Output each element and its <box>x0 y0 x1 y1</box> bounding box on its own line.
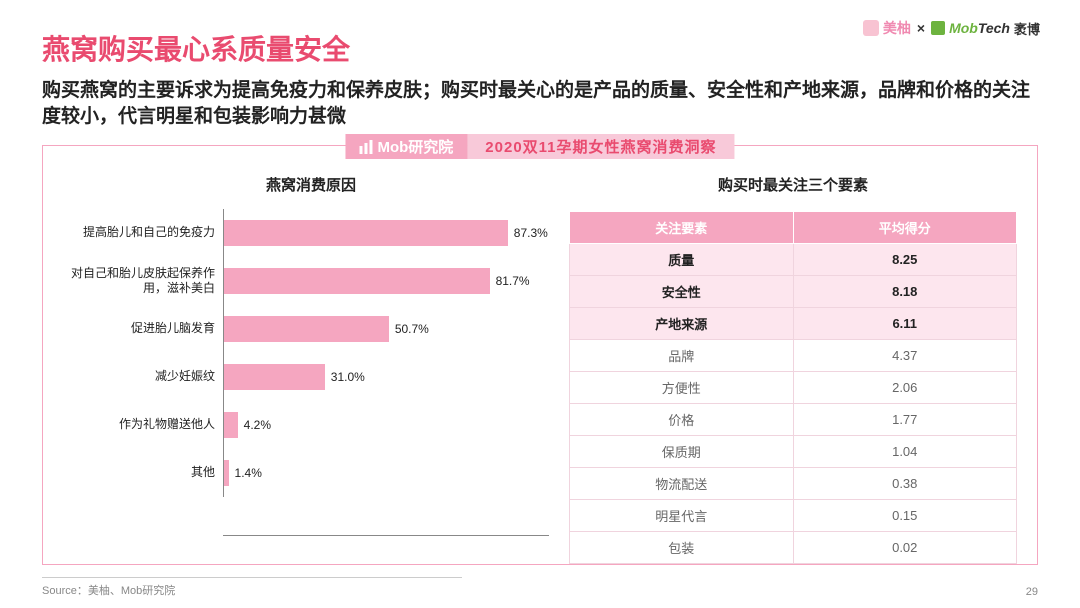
td-factor: 安全性 <box>570 276 793 308</box>
table-row: 包装0.02 <box>570 532 1017 564</box>
bar-value: 1.4% <box>235 466 262 480</box>
bar-chart-area: 提高胎儿和自己的免疫力 87.3% 对自己和胎儿皮肤起保养作用，滋补美白 81.7% 促… <box>63 209 559 544</box>
mobtech-dark: Tech <box>978 20 1010 36</box>
bar-label: 促进胎儿脑发育 <box>63 321 223 337</box>
bar-track: 50.7% <box>223 305 549 353</box>
td-score: 8.18 <box>793 276 1016 308</box>
bar-row: 其他 1.4% <box>63 449 549 497</box>
ribbon-label: Mob研究院 <box>345 134 467 159</box>
bar-value: 31.0% <box>331 370 365 384</box>
bar-value: 87.3% <box>514 226 548 240</box>
td-factor: 品牌 <box>570 340 793 372</box>
meiyou-icon <box>863 20 879 36</box>
td-score: 1.04 <box>793 436 1016 468</box>
bar-track: 87.3% <box>223 209 549 257</box>
td-score: 1.77 <box>793 404 1016 436</box>
table-row: 产地来源6.11 <box>570 308 1017 340</box>
left-chart: 燕窝消费原因 提高胎儿和自己的免疫力 87.3% 对自己和胎儿皮肤起保养作用，滋补美… <box>63 174 559 544</box>
mobtech-green: Mob <box>949 20 978 36</box>
bar-value: 50.7% <box>395 322 429 336</box>
table-row: 价格1.77 <box>570 404 1017 436</box>
bar-track: 4.2% <box>223 401 549 449</box>
td-factor: 方便性 <box>570 372 793 404</box>
td-factor: 价格 <box>570 404 793 436</box>
mobtech-cn: 袤博 <box>1014 19 1040 38</box>
bar-fill <box>224 412 238 438</box>
bar-fill <box>224 316 389 342</box>
page-title: 燕窝购买最心系质量安全 <box>0 0 1080 78</box>
td-score: 6.11 <box>793 308 1016 340</box>
logo-meiyou: 美柚 <box>863 18 911 38</box>
td-factor: 包装 <box>570 532 793 564</box>
table-row: 保质期1.04 <box>570 436 1017 468</box>
bar-label: 减少妊娠纹 <box>63 369 223 385</box>
bar-track: 31.0% <box>223 353 549 401</box>
bar-label: 对自己和胎儿皮肤起保养作用，滋补美白 <box>63 266 223 297</box>
right-table: 购买时最关注三个要素 关注要素 平均得分 质量8.25安全性8.18产地来源6.… <box>559 174 1017 544</box>
table-row: 品牌4.37 <box>570 340 1017 372</box>
table-row: 安全性8.18 <box>570 276 1017 308</box>
header-logos: 美柚 × MobTech 袤博 <box>863 18 1040 38</box>
th-score: 平均得分 <box>793 212 1016 244</box>
td-score: 0.15 <box>793 500 1016 532</box>
td-score: 2.06 <box>793 372 1016 404</box>
page-subtitle: 购买燕窝的主要诉求为提高免疫力和保养皮肤；购买时最关心的是产品的质量、安全性和产… <box>0 78 1080 139</box>
bar-fill <box>224 268 490 294</box>
bar-row: 促进胎儿脑发育 50.7% <box>63 305 549 353</box>
td-factor: 质量 <box>570 244 793 276</box>
table-row: 质量8.25 <box>570 244 1017 276</box>
bar-fill <box>224 364 325 390</box>
td-factor: 明星代言 <box>570 500 793 532</box>
bar-row: 减少妊娠纹 31.0% <box>63 353 549 401</box>
logo-mobtech: MobTech 袤博 <box>931 19 1040 38</box>
ribbon-icon <box>359 140 373 154</box>
factors-table: 关注要素 平均得分 质量8.25安全性8.18产地来源6.11品牌4.37方便性… <box>569 211 1017 564</box>
bar-fill <box>224 460 229 486</box>
bar-track: 1.4% <box>223 449 549 497</box>
content-row: 燕窝消费原因 提高胎儿和自己的免疫力 87.3% 对自己和胎儿皮肤起保养作用，滋补美… <box>43 146 1037 564</box>
bar-value: 81.7% <box>496 274 530 288</box>
x-axis-line <box>223 535 549 536</box>
source-footer: Source：美柚、Mob研究院 <box>42 577 462 598</box>
bar-track: 81.7% <box>223 257 549 305</box>
logo-times: × <box>917 20 925 36</box>
table-row: 方便性2.06 <box>570 372 1017 404</box>
page-number: 29 <box>1026 586 1038 598</box>
bar-fill <box>224 220 508 246</box>
th-factor: 关注要素 <box>570 212 793 244</box>
td-score: 0.38 <box>793 468 1016 500</box>
td-factor: 保质期 <box>570 436 793 468</box>
bar-label: 提高胎儿和自己的免疫力 <box>63 225 223 241</box>
table-row: 物流配送0.38 <box>570 468 1017 500</box>
meiyou-text: 美柚 <box>883 18 911 38</box>
td-score: 8.25 <box>793 244 1016 276</box>
bar-label: 作为礼物赠送他人 <box>63 417 223 433</box>
bar-row: 作为礼物赠送他人 4.2% <box>63 401 549 449</box>
mobtech-icon <box>931 21 945 35</box>
td-factor: 产地来源 <box>570 308 793 340</box>
td-score: 0.02 <box>793 532 1016 564</box>
right-table-title: 购买时最关注三个要素 <box>569 174 1017 195</box>
ribbon: Mob研究院 2020双11孕期女性燕窝消费洞察 <box>345 134 734 159</box>
ribbon-label-text: Mob研究院 <box>377 136 453 157</box>
left-chart-title: 燕窝消费原因 <box>63 174 559 195</box>
ribbon-title: 2020双11孕期女性燕窝消费洞察 <box>467 134 734 159</box>
bar-label: 其他 <box>63 465 223 481</box>
bar-row: 提高胎儿和自己的免疫力 87.3% <box>63 209 549 257</box>
td-factor: 物流配送 <box>570 468 793 500</box>
table-row: 明星代言0.15 <box>570 500 1017 532</box>
td-score: 4.37 <box>793 340 1016 372</box>
bar-value: 4.2% <box>244 418 271 432</box>
bar-row: 对自己和胎儿皮肤起保养作用，滋补美白 81.7% <box>63 257 549 305</box>
chart-container: Mob研究院 2020双11孕期女性燕窝消费洞察 燕窝消费原因 提高胎儿和自己的… <box>42 145 1038 565</box>
